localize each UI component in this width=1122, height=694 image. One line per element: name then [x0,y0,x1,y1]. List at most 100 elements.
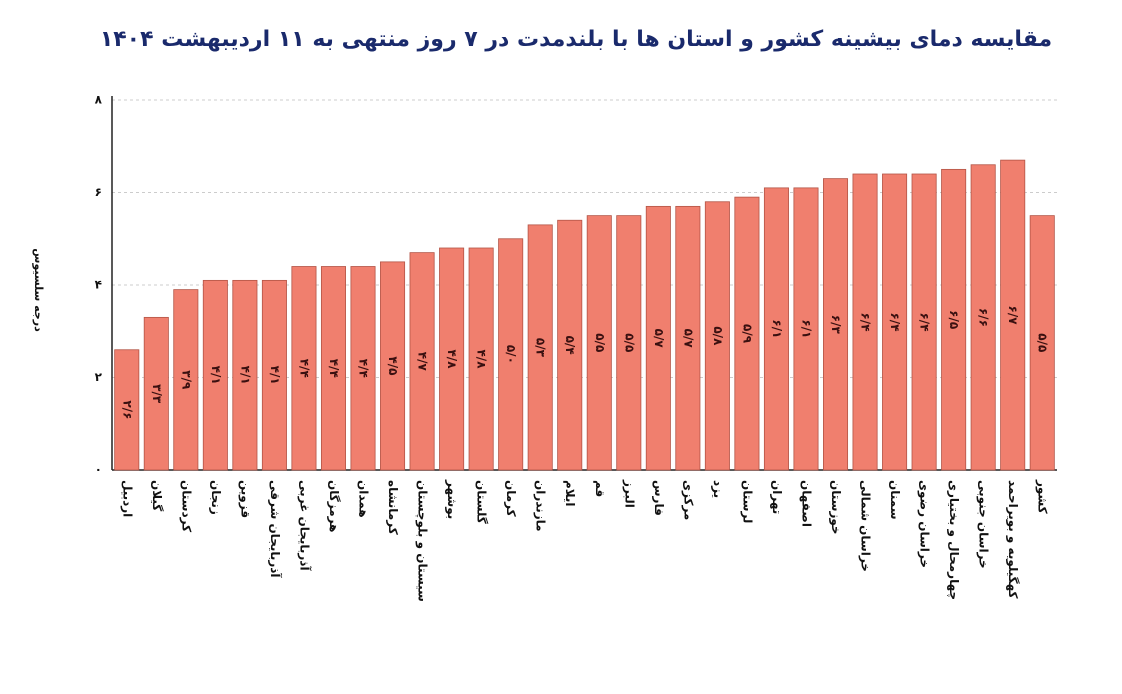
value-label: ۴/۸ [475,349,489,369]
x-tick-label: فارس [652,480,666,516]
bar [261,279,287,471]
value-label: ۵/۴ [563,336,577,355]
bar [882,173,908,471]
value-label: ۶/۱ [799,319,813,338]
value-label: ۴/۴ [297,359,311,378]
bar [852,173,878,471]
value-label: ۶/۷ [1006,306,1020,326]
x-tick-label: کرمانشاه [386,480,400,535]
value-label: ۶/۴ [918,312,932,331]
value-label: ۶/۴ [859,312,873,331]
value-label: ۶/۱ [770,319,784,338]
x-tick-label: خراسان شمالی [859,480,873,572]
bar [675,205,701,471]
value-label: ۵/۸ [711,326,725,346]
bar [763,187,789,471]
bar [498,238,524,471]
y-tick-label: ۶ [95,185,102,199]
value-label: ۵/۵ [1036,333,1050,352]
bar [527,224,553,471]
bar [970,164,996,471]
x-tick-label: مازندران [534,480,548,532]
bar [143,316,169,471]
value-label: ۴/۱ [268,366,282,385]
chart-title: مقایسه دمای بیشینه کشور و استان ها با بل… [100,27,1052,52]
bar [793,187,819,471]
value-label: ۵/۷ [681,329,695,349]
value-label: ۴/۷ [416,352,430,372]
x-tick-label: هرمزگان [327,480,341,532]
x-tick-label: ایلام [562,480,577,507]
bar [232,279,258,471]
x-tick-label: کشور [1035,479,1050,514]
x-tick-label: چهارمحال و بختیاری [946,480,961,600]
bar [350,266,376,471]
bar [911,173,937,471]
bar [409,252,435,471]
x-tick-label: سیستان و بلوچستان [415,480,430,602]
value-label: ۴/۱ [238,366,252,385]
bar [468,247,494,471]
value-label: ۴/۴ [327,359,341,378]
x-tick-label: سمنان [888,480,902,520]
value-label: ۵/۷ [652,329,666,349]
value-label: ۵/۵ [593,333,607,352]
x-tick-label: مرکزی [681,480,695,520]
bar [734,196,760,471]
value-label: ۴/۵ [386,356,400,375]
bar [616,215,642,471]
value-label: ۳/۳ [150,384,164,404]
bar [557,219,583,471]
x-tick-label: آذربایجان شرقی [268,480,283,578]
bar [439,247,465,471]
value-label: ۳/۹ [179,370,193,390]
x-tick-label: کرمان [504,480,518,517]
bar [586,215,612,471]
bar [320,266,346,471]
x-tick-label: تهران [770,480,784,514]
x-tick-label: بوشهر [444,479,459,519]
value-label: ۲/۶ [120,400,134,419]
bar [1029,215,1055,471]
value-label: ۵/۳ [534,338,548,358]
x-tick-label: خوزستان [828,480,843,535]
value-label: ۶/۵ [947,310,961,329]
bar [941,168,967,471]
bar [645,205,671,471]
y-axis-label: درجه سلسیوس [32,248,45,332]
value-label: ۵/۵ [622,333,636,352]
bar [173,289,199,471]
bar [202,279,228,471]
y-tick-label: ۲ [95,370,103,384]
value-label: ۵/۹ [740,324,754,344]
value-label: ۴/۱ [209,366,223,385]
x-tick-label: خراسان جنوبی [976,480,991,569]
x-tick-label: خراسان رضوی [917,480,932,568]
x-tick-label: آذربایجان غربی [297,480,312,571]
value-label: ۴/۴ [357,359,371,378]
y-tick-label: ۰ [95,463,102,477]
x-tick-label: البرز [622,479,636,508]
value-label: ۶/۶ [977,308,991,327]
value-label: ۴/۸ [445,349,459,369]
x-tick-label: قزوین [237,480,252,518]
bar [114,349,140,471]
bar [823,178,849,471]
x-tick-label: قم [593,480,607,497]
y-tick-label: ۴ [95,278,102,292]
bar [380,261,406,471]
x-tick-label: گلستان [475,480,489,524]
bar [1000,159,1026,471]
bar [704,201,730,471]
value-label: ۶/۳ [829,315,843,335]
y-tick-label: ۸ [95,93,103,107]
x-tick-label: زنجان [209,480,223,515]
x-tick-label: یزد [711,480,725,498]
x-tick-label: لرستان [740,480,754,523]
x-tick-label: کردستان [179,480,193,532]
x-tick-label: اردبیل [120,480,134,517]
x-tick-label: اصفهان [799,480,813,527]
value-label: ۵/۰ [504,345,518,364]
x-tick-label: گیلان [150,480,164,511]
